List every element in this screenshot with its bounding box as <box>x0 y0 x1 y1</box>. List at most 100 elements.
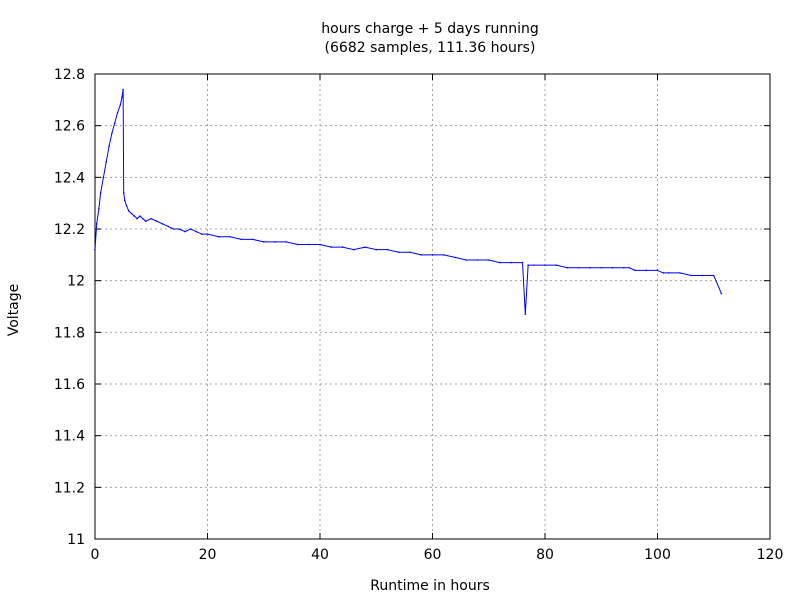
data-point <box>206 233 209 235</box>
data-point <box>119 104 122 106</box>
data-point <box>161 223 164 225</box>
data-point <box>189 228 192 230</box>
data-point <box>125 204 128 207</box>
data-point <box>124 199 126 202</box>
data-point <box>150 217 153 220</box>
series-layer <box>94 88 723 316</box>
data-point <box>127 210 130 212</box>
chart-subtitle: (6682 samples, 111.36 hours) <box>325 40 536 56</box>
x-axis-label: Runtime in hours <box>370 578 490 594</box>
data-point <box>622 266 625 269</box>
data-point <box>544 264 546 266</box>
data-point <box>139 215 141 217</box>
data-point <box>130 212 133 215</box>
data-point <box>113 122 116 124</box>
data-point <box>634 269 636 272</box>
data-point <box>307 243 310 246</box>
data-point <box>184 230 186 233</box>
data-point <box>720 292 723 295</box>
data-point <box>111 132 113 135</box>
data-point <box>364 246 366 248</box>
y-tick-label: 11.8 <box>54 325 85 341</box>
data-point <box>712 274 715 277</box>
data-point <box>431 254 434 256</box>
data-point <box>352 248 355 251</box>
data-point <box>136 217 138 220</box>
data-point <box>94 248 96 251</box>
data-point <box>229 235 231 238</box>
x-tick-label: 0 <box>91 547 100 563</box>
data-point <box>217 235 220 238</box>
data-point <box>476 259 479 261</box>
y-tick-label: 12.2 <box>54 222 85 238</box>
y-tick-label: 11 <box>67 532 85 548</box>
data-point <box>144 220 147 223</box>
x-tick-label: 120 <box>757 547 784 563</box>
data-point <box>108 145 110 148</box>
data-point <box>628 266 631 269</box>
data-point <box>524 313 527 316</box>
data-point <box>178 228 181 230</box>
data-point <box>386 248 389 251</box>
data-point <box>679 272 681 274</box>
data-point <box>195 230 198 233</box>
data-point <box>420 254 423 256</box>
data-point <box>499 261 501 264</box>
data-point <box>701 274 704 277</box>
data-point <box>555 264 558 266</box>
y-axis-label: Voltage <box>6 284 22 337</box>
data-point <box>532 264 535 266</box>
data-point <box>527 264 529 266</box>
data-point <box>285 241 288 243</box>
data-point <box>589 266 591 269</box>
data-point <box>262 241 265 243</box>
data-point <box>133 215 136 217</box>
data-point <box>375 248 378 251</box>
x-tick-label: 80 <box>536 547 554 563</box>
data-point <box>656 269 659 272</box>
y-tick-label: 11.6 <box>54 377 85 393</box>
y-tick-label: 12.6 <box>54 119 85 135</box>
data-point <box>645 269 648 272</box>
axis-ticks: 0 20 40 60 80 100 120 11 11.2 11.4 11.6 11.8 12 12.2 1… <box>54 67 784 563</box>
data-point <box>487 259 490 261</box>
data-point <box>116 111 119 114</box>
data-point <box>274 241 276 243</box>
data-point <box>167 225 169 228</box>
data-point <box>122 192 125 194</box>
y-tick-label: 12.8 <box>54 67 85 83</box>
data-point <box>142 217 144 220</box>
data-point <box>397 251 400 254</box>
data-point <box>454 256 456 259</box>
data-point <box>330 246 333 248</box>
x-tick-label: 40 <box>311 547 329 563</box>
data-point <box>95 223 98 225</box>
data-point <box>98 207 100 210</box>
x-tick-label: 20 <box>199 547 217 563</box>
y-tick-label: 12 <box>67 274 85 290</box>
data-point <box>240 238 243 241</box>
data-point <box>99 192 102 194</box>
y-tick-label: 12.4 <box>54 170 85 186</box>
data-point <box>102 176 105 179</box>
data-point <box>577 266 580 269</box>
data-point <box>156 220 158 223</box>
x-tick-label: 100 <box>644 547 671 563</box>
data-point <box>122 88 124 91</box>
data-point <box>465 259 468 261</box>
data-point <box>600 266 603 269</box>
data-point <box>121 96 123 99</box>
x-tick-label: 60 <box>424 547 442 563</box>
data-point <box>319 243 321 246</box>
data-point <box>667 272 670 274</box>
data-point <box>521 261 524 264</box>
data-point <box>662 272 664 274</box>
data-point <box>442 254 445 256</box>
data-point <box>409 251 411 254</box>
series-line <box>94 89 722 315</box>
y-tick-label: 11.4 <box>54 429 85 445</box>
data-point <box>296 243 299 246</box>
data-point <box>201 233 203 235</box>
